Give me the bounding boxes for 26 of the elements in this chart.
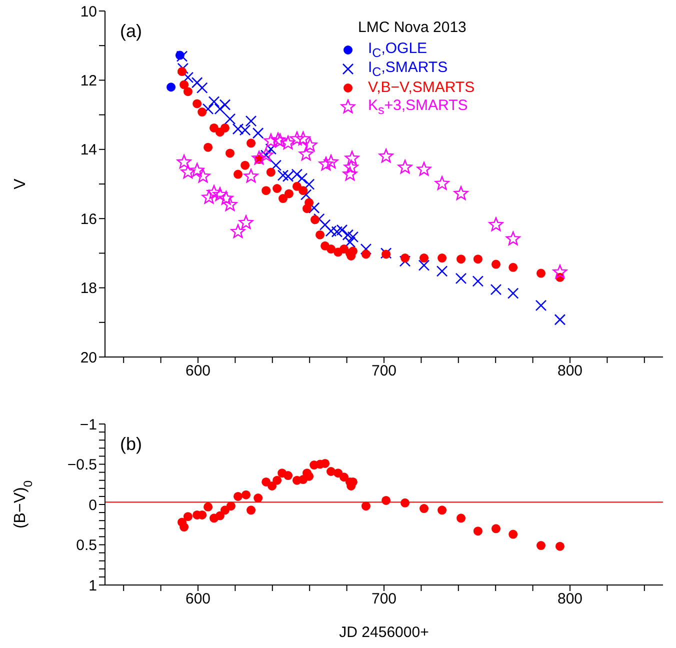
y-tick-label: −0.5 bbox=[67, 456, 97, 474]
x-tick-label: 800 bbox=[557, 362, 583, 380]
y-tick-label: 14 bbox=[80, 142, 97, 159]
legend-label: K$_{s}$+3,SMARTS bbox=[368, 96, 468, 116]
annotation: (b) bbox=[120, 434, 142, 455]
legend-title: LMC Nova 2013 bbox=[358, 19, 468, 36]
y-tick-label: 18 bbox=[80, 280, 97, 298]
legend-label: V,B−V,SMARTS bbox=[368, 79, 475, 96]
x-tick-label: 700 bbox=[371, 590, 397, 608]
x-tick-label: 600 bbox=[185, 362, 211, 380]
legend-label: I$_{C}$,OGLE bbox=[368, 40, 428, 60]
y-tick-label: 12 bbox=[80, 72, 97, 90]
y-tick-label: 1 bbox=[88, 577, 97, 594]
legend-label: I$_{C}$,SMARTS bbox=[368, 58, 448, 78]
x-tick-label: 800 bbox=[557, 590, 583, 608]
y-tick-label: 16 bbox=[80, 210, 97, 228]
x-tick-label: 600 bbox=[185, 590, 211, 608]
x-tick-label: 700 bbox=[371, 362, 397, 380]
annotation: (a) bbox=[120, 21, 142, 42]
y-tick-label: 0 bbox=[88, 496, 97, 514]
y-tick-label: 0.5 bbox=[76, 537, 97, 554]
y-tick-label: −1 bbox=[80, 416, 97, 434]
y-tick-label: 10 bbox=[80, 3, 97, 20]
x-axis-title: JD 2456000+ bbox=[339, 624, 430, 641]
y-axis-title: V bbox=[12, 178, 29, 190]
y-tick-label: 20 bbox=[80, 349, 97, 366]
